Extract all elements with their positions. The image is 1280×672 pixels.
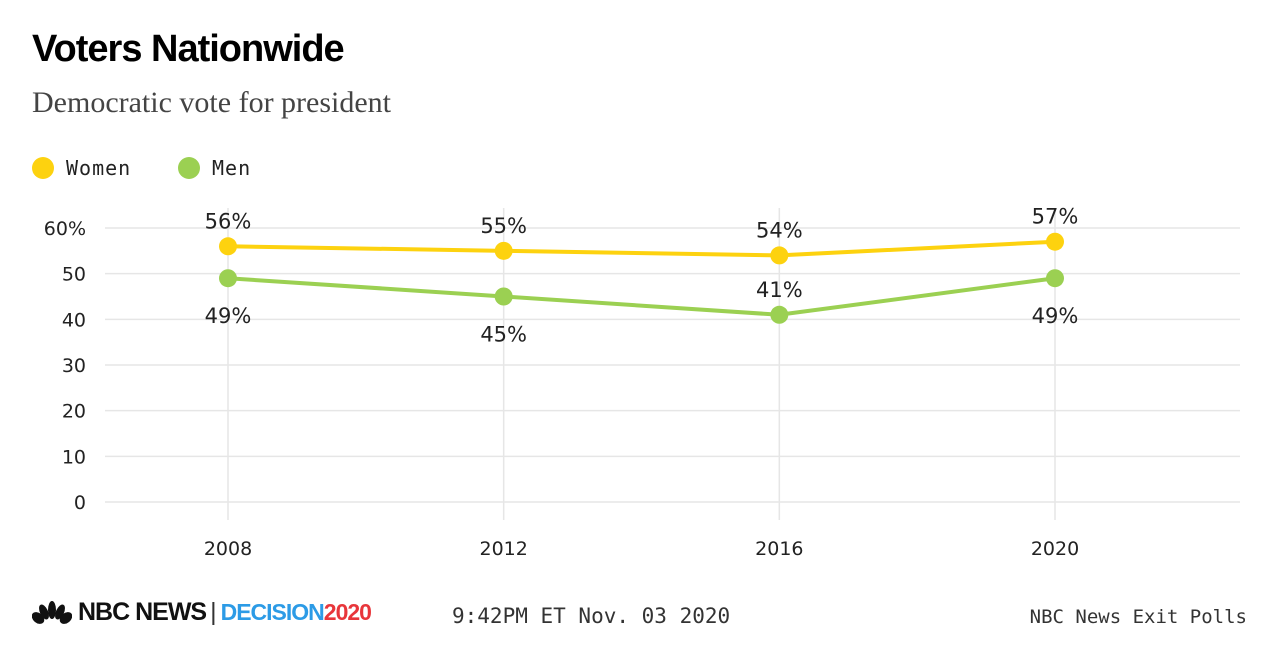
legend-swatch (32, 157, 54, 179)
legend-item-women: Women (32, 156, 131, 180)
data-point (770, 246, 789, 265)
series-line-women (227, 239, 1056, 258)
data-point (219, 269, 237, 288)
y-tick-label: 30 (62, 355, 86, 377)
data-label: 56% (205, 209, 252, 233)
data-label: 49% (205, 304, 252, 328)
source: NBC News Exit Polls (1029, 606, 1247, 628)
data-label: 55% (480, 214, 527, 238)
series-line-men (227, 276, 1056, 317)
data-label: 54% (756, 218, 803, 242)
data-point (770, 305, 789, 324)
y-tick-label: 40 (62, 309, 86, 331)
x-tick-label: 2020 (1031, 538, 1079, 560)
data-point (494, 241, 513, 260)
y-tick-label: 60% (44, 218, 86, 240)
y-tick-label: 0 (74, 492, 86, 514)
data-point (494, 287, 513, 306)
decision: DECISION (220, 599, 325, 625)
timestamp: 9:42PM ET Nov. 03 2020 (452, 604, 731, 628)
x-tick-label: 2012 (479, 538, 527, 560)
x-tick-label: 2008 (204, 538, 252, 560)
data-point (1046, 232, 1064, 251)
x-tick-label: 2016 (755, 538, 803, 560)
data-point (219, 237, 237, 256)
data-label: 41% (756, 278, 803, 302)
year: 2020 (323, 599, 372, 625)
chart-title: Voters Nationwide (32, 28, 345, 70)
data-label: 57% (1032, 205, 1079, 229)
peacock-icon (32, 600, 72, 624)
chart-subtitle: Democratic vote for president (32, 86, 392, 119)
y-tick-label: 20 (62, 401, 86, 423)
y-tick-label: 50 (62, 264, 86, 286)
brand: NBC NEWS (78, 598, 207, 626)
data-point (1046, 269, 1064, 288)
y-tick-label: 10 (62, 446, 86, 468)
legend-swatch (178, 157, 200, 179)
legend-label: Men (212, 156, 252, 180)
legend-label: Women (66, 156, 132, 180)
legend-item-men: Men (178, 156, 251, 180)
data-label: 45% (480, 323, 527, 347)
line-chart: 0 10 20 30 40 50 60% 2008 2012 2016 2020 56% 55% 54% 5… (44, 205, 1240, 560)
data-label: 49% (1032, 304, 1079, 328)
nbc-news-decision-2020-logo: NBC NEWS | DECISION 2020 (32, 598, 372, 627)
